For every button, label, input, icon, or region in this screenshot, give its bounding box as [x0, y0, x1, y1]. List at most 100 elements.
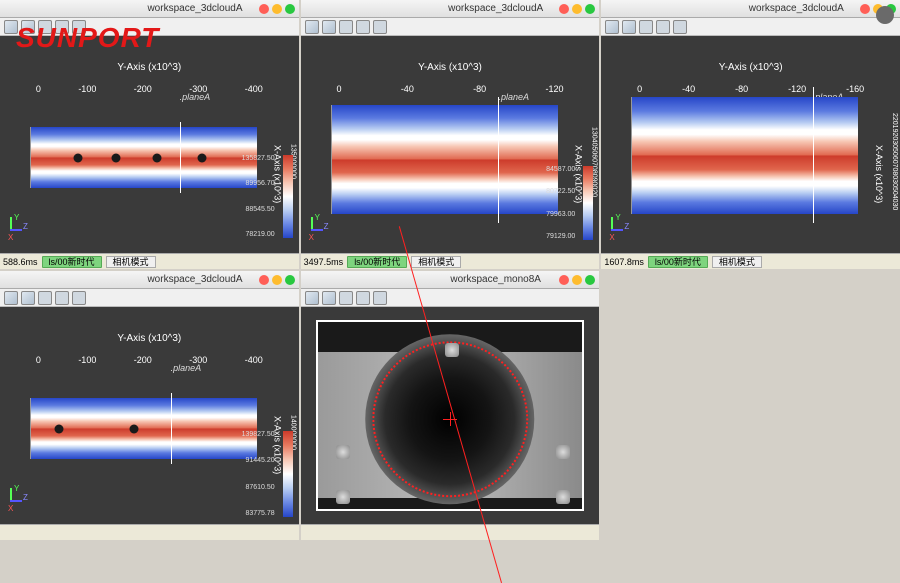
plane-label: .planeA: [180, 92, 211, 102]
zoom-in-icon[interactable]: [4, 291, 18, 305]
zoom-out-icon[interactable]: [322, 291, 336, 305]
plane-label: .planeA: [171, 363, 202, 373]
status-bar: [301, 524, 600, 540]
maximize-icon[interactable]: [285, 275, 295, 285]
fixture-bolt: [336, 490, 350, 504]
camera-frame: [316, 320, 585, 511]
fixture-bolt: [336, 445, 350, 459]
y-tick: -80: [473, 84, 486, 94]
y-tick: -400: [245, 84, 263, 94]
workspace-panel: workspace_mono8A: [301, 271, 600, 540]
settings-icon[interactable]: [72, 291, 86, 305]
window-title: workspace_3dcloudA: [733, 3, 860, 14]
colorbar-tick: 84587.00: [546, 166, 575, 173]
minimize-icon[interactable]: [272, 4, 282, 14]
minimize-icon[interactable]: [272, 275, 282, 285]
heatmap-band: [331, 105, 558, 214]
window-controls[interactable]: [259, 4, 295, 14]
status-timing: 1607.8ms: [604, 257, 644, 267]
reset-view-icon[interactable]: [656, 20, 670, 34]
camera-mode-button[interactable]: 相机模式: [106, 256, 156, 268]
y-tick: -120: [788, 84, 806, 94]
workspace-grid: workspace_3dcloudA Y-Axis (x10^3) 0-100-…: [0, 0, 900, 540]
reset-view-icon[interactable]: [356, 291, 370, 305]
colorbar-tick: 79129.00: [546, 233, 575, 240]
window-controls[interactable]: [559, 275, 595, 285]
close-icon[interactable]: [860, 4, 870, 14]
y-axis-ticks: 0-100-200-300-400: [36, 355, 263, 365]
y-axis-title: Y-Axis (x10^3): [117, 333, 181, 344]
settings-icon[interactable]: [373, 291, 387, 305]
close-icon[interactable]: [259, 4, 269, 14]
minimize-icon[interactable]: [572, 275, 582, 285]
close-icon[interactable]: [559, 275, 569, 285]
status-bar: 588.6ms ls/00新时代 相机模式: [0, 253, 299, 269]
data-point-marker: [198, 153, 207, 162]
window-titlebar[interactable]: workspace_3dcloudA: [0, 271, 299, 289]
heatmap-band: [631, 97, 858, 214]
crosshair-icon: [443, 412, 457, 426]
maximize-icon[interactable]: [285, 4, 295, 14]
pan-icon[interactable]: [339, 291, 353, 305]
maximize-icon[interactable]: [585, 275, 595, 285]
y-tick: -160: [846, 84, 864, 94]
close-icon[interactable]: [559, 4, 569, 14]
window-titlebar[interactable]: workspace_3dcloudA: [601, 0, 900, 18]
y-axis-title: Y-Axis (x10^3): [719, 62, 783, 73]
zoom-in-icon[interactable]: [305, 20, 319, 34]
y-tick: 0: [36, 84, 41, 94]
close-icon[interactable]: [259, 275, 269, 285]
pan-icon[interactable]: [339, 20, 353, 34]
zoom-out-icon[interactable]: [21, 291, 35, 305]
maximize-icon[interactable]: [585, 4, 595, 14]
y-axis-title: Y-Axis (x10^3): [418, 62, 482, 73]
colorbar: 84587.0080722.5079963.0079129.00: [583, 166, 593, 240]
reset-view-icon[interactable]: [356, 20, 370, 34]
fixture-bolt: [556, 445, 570, 459]
settings-icon[interactable]: [673, 20, 687, 34]
plot-toolbar: [0, 289, 299, 307]
window-titlebar[interactable]: workspace_mono8A: [301, 271, 600, 289]
plane-line: [498, 97, 499, 223]
reset-view-icon[interactable]: [55, 291, 69, 305]
y-tick: 0: [36, 355, 41, 365]
settings-icon[interactable]: [373, 20, 387, 34]
camera-mode-button[interactable]: 相机模式: [712, 256, 762, 268]
status-bar: 3497.5ms ls/00新时代 相机模式: [301, 253, 600, 269]
data-point-marker: [130, 424, 139, 433]
window-controls[interactable]: [559, 4, 595, 14]
colorbar-tick: 87610.50: [242, 484, 275, 491]
plot-area[interactable]: Y-Axis (x10^3) 0-100-200-300-400 .planeA…: [0, 307, 299, 524]
plot-area[interactable]: Y-Axis (x10^3) 0-40-80-120 .planeA 13040…: [301, 36, 600, 253]
axis-indicator-icon: YZX: [609, 217, 637, 245]
colorbar-tick: 135827.50: [242, 155, 275, 162]
zoom-out-icon[interactable]: [622, 20, 636, 34]
plot-area[interactable]: Y-Axis (x10^3) 0-40-80-120-160 .planeA 2…: [601, 36, 900, 253]
camera-mode-button[interactable]: 相机模式: [411, 256, 461, 268]
status-chip[interactable]: ls/00新时代: [347, 256, 407, 268]
zoom-in-icon[interactable]: [605, 20, 619, 34]
y-axis-ticks: 0-40-80-120: [336, 84, 563, 94]
status-chip[interactable]: ls/00新时代: [648, 256, 708, 268]
y-axis-title: Y-Axis (x10^3): [117, 62, 181, 73]
window-titlebar[interactable]: workspace_3dcloudA: [0, 0, 299, 18]
status-bar: 1607.8ms ls/00新时代 相机模式: [601, 253, 900, 269]
zoom-out-icon[interactable]: [322, 20, 336, 34]
status-chip[interactable]: ls/00新时代: [42, 256, 102, 268]
colorbar: 139827.5091445.2087610.5083775.78: [283, 431, 293, 518]
data-point-marker: [112, 153, 121, 162]
pan-icon[interactable]: [639, 20, 653, 34]
plot-area[interactable]: Y-Axis (x10^3) 0-100-200-300-400 .planeA…: [0, 36, 299, 253]
y-axis-ticks: 0-100-200-300-400: [36, 84, 263, 94]
camera-view[interactable]: [301, 307, 600, 524]
window-titlebar[interactable]: workspace_3dcloudA: [301, 0, 600, 18]
zoom-in-icon[interactable]: [305, 291, 319, 305]
status-bar: [0, 524, 299, 540]
fixture-bolt: [556, 490, 570, 504]
y-tick: 0: [336, 84, 341, 94]
x-axis-title: X-Axis (x10^3): [874, 145, 884, 203]
minimize-icon[interactable]: [572, 4, 582, 14]
pan-icon[interactable]: [38, 291, 52, 305]
data-point-marker: [55, 424, 64, 433]
window-controls[interactable]: [259, 275, 295, 285]
